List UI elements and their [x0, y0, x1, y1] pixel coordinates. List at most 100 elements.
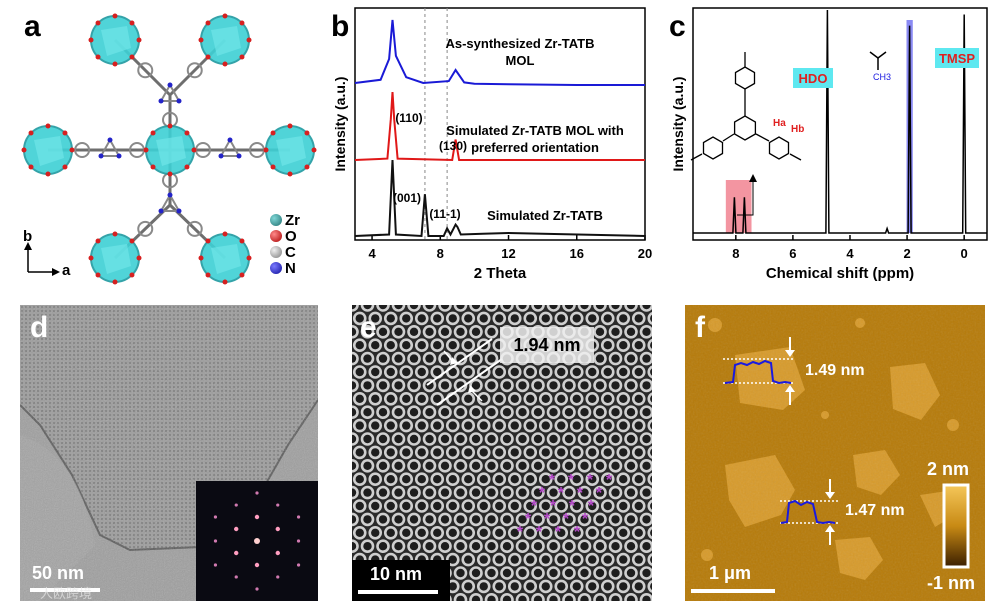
lattice-pore	[626, 305, 636, 310]
y-axis-label: Intensity (a.u.)	[332, 77, 348, 172]
lattice-pore	[595, 488, 605, 497]
lattice-pore	[352, 305, 357, 310]
lattice-pore	[409, 461, 419, 470]
lattice-pore	[440, 381, 450, 390]
lattice-pore	[611, 327, 620, 336]
lattice-pore	[580, 381, 589, 390]
lattice-pore	[456, 595, 465, 601]
panel-b-label: b	[331, 10, 350, 43]
lattice-pore	[603, 367, 612, 377]
fft-spot	[234, 503, 238, 507]
lattice-pore	[518, 305, 527, 310]
lattice-pore	[557, 501, 566, 511]
zr-octahedron	[34, 136, 64, 166]
lattice-pore	[355, 341, 364, 350]
lattice-marker: *	[558, 485, 565, 502]
lattice-pore	[502, 515, 512, 524]
lattice-pore	[487, 568, 496, 578]
lattice-pore	[487, 595, 496, 601]
lattice-pore	[549, 381, 558, 390]
lattice-pore	[650, 529, 652, 537]
lattice-pore	[425, 488, 434, 497]
lattice-pore	[456, 327, 465, 336]
lattice-pore	[409, 542, 419, 551]
o-atom	[112, 279, 118, 285]
lattice-ring	[647, 579, 652, 593]
spacing-arrowhead	[468, 385, 476, 393]
lattice-pore	[417, 501, 426, 511]
lattice-pore	[564, 595, 574, 601]
fft-spot	[296, 515, 301, 519]
lattice-ring	[647, 365, 652, 379]
x-tick-label: 16	[570, 246, 584, 261]
lattice-pore	[549, 461, 558, 470]
lattice-pore	[409, 381, 419, 390]
lattice-pore	[549, 305, 558, 310]
n-atom	[116, 153, 122, 159]
lattice-pore	[433, 528, 442, 537]
lattice-pore	[464, 555, 473, 564]
o-atom	[270, 164, 276, 170]
lattice-pore	[448, 555, 457, 564]
o-atom	[129, 272, 135, 278]
lattice-pore	[386, 314, 395, 323]
lattice-pore	[440, 327, 450, 336]
lattice-pore	[572, 582, 581, 591]
lattice-pore	[378, 488, 388, 497]
lattice-pore	[541, 475, 550, 484]
o-atom	[222, 13, 228, 19]
o-atom	[287, 171, 293, 177]
lattice-pore	[603, 394, 612, 403]
lattice-pore	[510, 367, 519, 377]
o-atom	[88, 37, 94, 43]
lattice-pore	[572, 501, 581, 511]
lattice-pore	[642, 595, 651, 601]
fft-spot	[213, 563, 218, 567]
panel-d-label: d	[30, 311, 49, 344]
series-label: Simulated Zr-TATB	[487, 208, 603, 223]
lattice-pore	[549, 595, 558, 601]
lattice-pore	[433, 475, 442, 484]
lattice-pore	[417, 475, 426, 484]
colorbar-bottom-label: -1 nm	[927, 573, 976, 593]
fft-spot	[254, 562, 260, 568]
lattice-pore	[425, 305, 434, 310]
lattice-pore	[626, 595, 636, 601]
lattice-pore	[371, 501, 380, 511]
legend-zr: Zr	[270, 212, 320, 229]
panel-b: b 4 8 12 16 20 2 Theta Intensity (a.u.) As-synt…	[325, 0, 665, 300]
scale-bar-e-box	[352, 560, 450, 601]
scale-label-f: 1 μm	[709, 563, 752, 583]
lattice-pore	[394, 488, 403, 497]
xrd-chart: 4 8 12 16 20 2 Theta Intensity (a.u.) As-synthe…	[332, 7, 652, 282]
lattice-pore	[378, 354, 388, 363]
lattice-pore	[650, 556, 652, 564]
lattice-marker: *	[568, 472, 575, 489]
lattice-pore	[564, 568, 574, 578]
lattice-marker: *	[582, 511, 589, 528]
lattice-marker: *	[596, 485, 603, 502]
lattice-pore	[634, 314, 643, 323]
panel-f-label: f	[695, 311, 705, 344]
lattice-pore	[433, 501, 442, 511]
lattice-pore	[471, 408, 481, 417]
o-atom	[112, 231, 118, 237]
lattice-pore	[518, 595, 527, 601]
zr-dot-icon	[270, 214, 282, 226]
o-atom	[95, 54, 101, 60]
o-atom	[205, 272, 211, 278]
o-atom	[69, 147, 75, 153]
lattice-pore	[650, 422, 652, 430]
lattice-marker: *	[569, 498, 576, 515]
zr-octahedron	[211, 244, 241, 274]
fft-spot	[296, 563, 301, 567]
lattice-pore	[402, 528, 411, 537]
lattice-pore	[371, 448, 380, 457]
lattice-pore	[464, 528, 473, 537]
lattice-pore	[526, 448, 535, 457]
lattice-pore	[352, 461, 357, 470]
nmr-chart: 8 6 4 2 0 Chemical shift (ppm) Intensity (a.u.…	[670, 7, 988, 282]
o-atom	[129, 54, 135, 60]
o-atom	[28, 164, 34, 170]
lattice-pore	[502, 542, 512, 551]
